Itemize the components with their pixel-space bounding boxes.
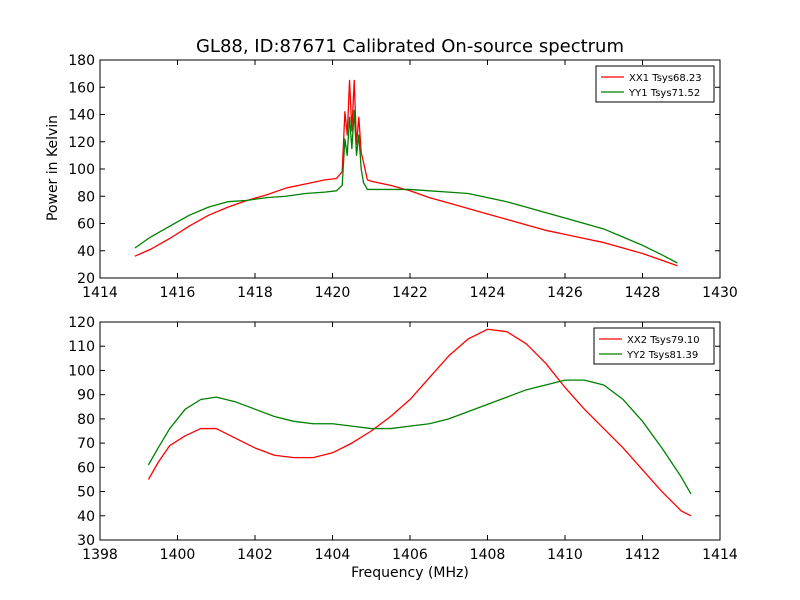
bottom-series-line-1	[147, 328, 692, 517]
bottom-x-axis-label: Frequency (MHz)	[351, 565, 469, 581]
bottom-y-tick-label: 70	[77, 436, 95, 452]
top-y-tick-label: 20	[77, 271, 95, 287]
bottom-x-tick-label: 1402	[237, 547, 273, 563]
bottom-x-tick-label: 1406	[392, 547, 428, 563]
top-y-tick-label: 140	[68, 108, 95, 124]
top-series-line-1	[134, 79, 678, 267]
bottom-x-tick-label: 1414	[702, 547, 738, 563]
bottom-legend-box	[593, 327, 715, 365]
bottom-x-tick-label: 1408	[470, 547, 506, 563]
bottom-y-tick-label: 80	[77, 412, 95, 428]
bottom-x-tick-label: 1400	[160, 547, 196, 563]
top-y-tick-label: 60	[77, 217, 95, 233]
top-y-axis-label: Power in Kelvin	[45, 115, 61, 221]
top-x-tick-label: 1420	[315, 285, 351, 301]
bottom-y-tick-label: 30	[77, 533, 95, 549]
chart-title: GL88, ID:87671 Calibrated On-source spec…	[196, 36, 624, 57]
bottom-y-tick-label: 50	[77, 485, 95, 501]
top-y-tick-label: 100	[68, 162, 95, 178]
bottom-x-tick-label: 1410	[547, 547, 583, 563]
bottom-y-tick-label: 120	[68, 315, 95, 331]
bottom-legend-label-2: YY2 Tsys81.39	[626, 350, 698, 361]
top-legend-label-1: XX1 Tsys68.23	[629, 73, 702, 84]
top-panel: 1414 1416 1418 1420 1422 1424 1426 1428 1430 20 40…	[68, 53, 738, 301]
bottom-x-tick-label: 1404	[315, 547, 351, 563]
bottom-series-line-2	[147, 379, 692, 495]
bottom-x-tick-label: 1412	[625, 547, 661, 563]
top-x-tick-label: 1414	[82, 285, 118, 301]
top-x-tick-label: 1430	[702, 285, 738, 301]
bottom-legend: XX2 Tsys79.10 YY2 Tsys81.39	[593, 327, 715, 365]
top-legend: XX1 Tsys68.23 YY1 Tsys71.52	[595, 65, 715, 103]
top-x-tick-label: 1426	[547, 285, 583, 301]
top-y-tick-label: 180	[68, 53, 95, 69]
top-legend-box	[595, 65, 715, 103]
bottom-legend-label-1: XX2 Tsys79.10	[627, 335, 700, 346]
top-y-tick-label: 120	[68, 135, 95, 151]
bottom-y-tick-label: 90	[77, 388, 95, 404]
top-series-line-2	[134, 109, 678, 264]
top-y-tick-label: 40	[77, 244, 95, 260]
bottom-y-tick-label: 100	[68, 363, 95, 379]
bottom-y-tick-label: 110	[68, 339, 95, 355]
bottom-y-tick-label: 40	[77, 509, 95, 525]
top-x-tick-label: 1422	[392, 285, 428, 301]
bottom-y-tick-label: 60	[77, 460, 95, 476]
top-y-tick-label: 160	[68, 80, 95, 96]
top-x-tick-label: 1424	[470, 285, 506, 301]
top-x-tick-label: 1418	[237, 285, 273, 301]
top-y-tick-label: 80	[77, 189, 95, 205]
bottom-x-tick-label: 1398	[82, 547, 118, 563]
top-x-tick-label: 1416	[160, 285, 196, 301]
top-legend-label-2: YY1 Tsys71.52	[628, 88, 700, 99]
top-x-tick-label: 1428	[625, 285, 661, 301]
bottom-panel: 1398 1400 1402 1404 1406 1408 1410 1412 1414 30 40…	[68, 315, 738, 563]
